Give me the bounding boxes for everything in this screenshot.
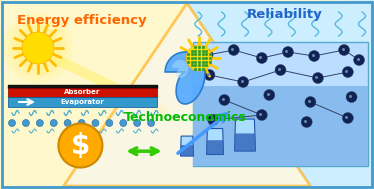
Text: Evaporator: Evaporator (61, 99, 104, 105)
Circle shape (256, 53, 267, 64)
Circle shape (186, 45, 212, 71)
Circle shape (305, 97, 316, 108)
Polygon shape (181, 145, 193, 156)
Polygon shape (206, 140, 224, 155)
Circle shape (22, 32, 54, 64)
Text: Absorber: Absorber (64, 90, 101, 95)
Polygon shape (193, 85, 368, 166)
Polygon shape (172, 60, 188, 78)
Circle shape (120, 119, 127, 126)
Polygon shape (193, 42, 368, 166)
Circle shape (92, 119, 99, 126)
Text: $: $ (71, 132, 90, 160)
Polygon shape (234, 133, 255, 151)
Circle shape (342, 112, 353, 123)
Circle shape (9, 19, 67, 77)
Circle shape (208, 115, 219, 125)
Circle shape (148, 119, 154, 126)
Circle shape (228, 44, 239, 56)
Circle shape (64, 119, 71, 126)
Polygon shape (8, 88, 157, 97)
Circle shape (301, 116, 312, 128)
Polygon shape (0, 186, 374, 189)
Polygon shape (206, 129, 224, 155)
Circle shape (353, 54, 365, 66)
Polygon shape (64, 3, 310, 186)
Circle shape (78, 119, 85, 126)
Circle shape (338, 44, 350, 56)
Circle shape (309, 50, 320, 61)
Polygon shape (165, 52, 205, 104)
Circle shape (275, 64, 286, 75)
Circle shape (106, 119, 113, 126)
Circle shape (204, 70, 215, 81)
Circle shape (50, 119, 57, 126)
Polygon shape (8, 97, 157, 107)
Circle shape (58, 124, 102, 167)
Circle shape (256, 109, 267, 121)
Circle shape (237, 77, 249, 88)
Polygon shape (54, 53, 168, 118)
Circle shape (219, 94, 230, 105)
Text: Technoeconomics: Technoeconomics (124, 111, 246, 124)
Circle shape (342, 67, 353, 77)
Circle shape (282, 46, 294, 57)
Circle shape (9, 119, 15, 126)
Circle shape (312, 73, 324, 84)
Circle shape (16, 26, 60, 70)
Text: Reliability: Reliability (246, 8, 322, 21)
Circle shape (264, 90, 275, 101)
Circle shape (22, 119, 30, 126)
Circle shape (3, 13, 73, 83)
Circle shape (346, 91, 357, 102)
Polygon shape (234, 119, 255, 151)
Polygon shape (187, 0, 374, 189)
Circle shape (134, 119, 141, 126)
Text: Energy efficiency: Energy efficiency (18, 14, 147, 27)
Polygon shape (181, 136, 193, 156)
Circle shape (36, 119, 43, 126)
Circle shape (202, 50, 213, 60)
